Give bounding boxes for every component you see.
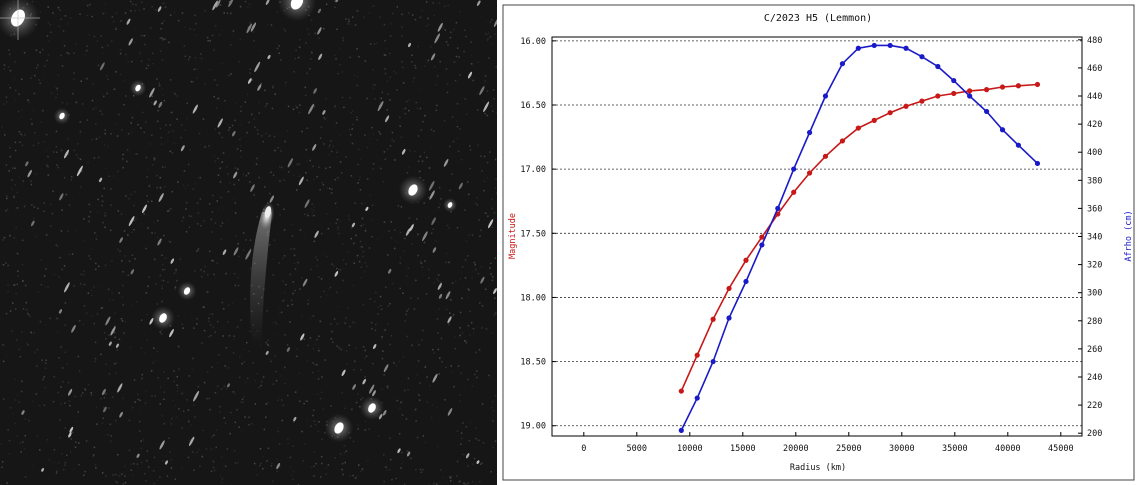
afrho-point xyxy=(967,93,973,99)
magnitude-point xyxy=(919,98,925,104)
afrho-point xyxy=(984,108,990,115)
y-right-tick-label: 220 xyxy=(1087,401,1102,411)
afrho-point xyxy=(822,93,829,99)
magnitude-point xyxy=(822,153,829,159)
y-left-tick-label: 16.00 xyxy=(520,37,546,47)
afrho-point xyxy=(1015,142,1022,148)
plot-area: 16.00 16.50 17.00 17.50 18.00 18.50 19.00 200 22… xyxy=(520,36,1102,454)
comet xyxy=(250,202,275,345)
magnitude-point xyxy=(743,257,749,263)
magnitude-point xyxy=(984,87,990,93)
y-right-tick-label: 440 xyxy=(1087,92,1102,102)
magnitude-point xyxy=(903,103,909,109)
y-right-tick-label: 420 xyxy=(1087,120,1102,130)
y-left-tick-label: 19.00 xyxy=(520,422,546,432)
y-right-axis-label: Afrho (cm) xyxy=(1124,210,1134,261)
y-right-tick-label: 320 xyxy=(1087,261,1102,271)
magnitude-point xyxy=(791,189,797,195)
x-tick-label: 45000 xyxy=(1048,444,1074,454)
sky-background xyxy=(0,0,497,485)
y-left-tick-label: 17.50 xyxy=(520,229,546,239)
y-left-tick-label: 17.00 xyxy=(520,165,546,175)
afrho-point xyxy=(855,45,861,51)
magnitude-point xyxy=(726,285,732,292)
y-right-tick-label: 380 xyxy=(1087,176,1102,186)
x-tick-label: 40000 xyxy=(995,444,1021,454)
x-tick-label: 10000 xyxy=(677,444,703,454)
comet-photo xyxy=(0,0,497,485)
afrho-point xyxy=(903,45,909,51)
afrho-point xyxy=(678,427,684,433)
y-left-axis-label: Magnitude xyxy=(508,213,518,259)
comet-tail xyxy=(250,212,272,345)
y-right-tick-label: 460 xyxy=(1087,64,1102,74)
magnitude-point xyxy=(871,117,877,123)
y-right-tick-label: 480 xyxy=(1087,36,1102,46)
star-field-image xyxy=(0,0,497,485)
magnitude-point xyxy=(694,352,700,358)
afrho-point xyxy=(871,42,877,49)
y-right-tick-label: 340 xyxy=(1087,233,1102,243)
x-tick-label: 0 xyxy=(581,444,586,454)
magnitude-point xyxy=(1034,81,1041,88)
y-right-tick-label: 280 xyxy=(1087,317,1102,327)
afrho-point xyxy=(806,129,813,136)
afrho-point xyxy=(743,278,749,285)
y-left-tick-label: 18.00 xyxy=(520,293,546,303)
magnitude-point xyxy=(759,234,765,240)
x-tick-label: 5000 xyxy=(627,444,647,454)
magnitude-point xyxy=(855,125,861,131)
magnitude-point xyxy=(678,388,684,394)
afrho-point xyxy=(759,242,765,248)
afrho-point xyxy=(694,395,700,401)
magnitude-point xyxy=(935,93,941,99)
magnitude-point xyxy=(839,138,846,144)
y-right-tick-label: 400 xyxy=(1087,148,1102,158)
afrho-point xyxy=(726,315,732,321)
y-left-tick-label: 16.50 xyxy=(520,101,546,111)
magnitude-point xyxy=(806,170,813,176)
chart-title: C/2023 H5 (Lemmon) xyxy=(764,13,872,24)
y-right-tick-label: 300 xyxy=(1087,289,1102,299)
y-right-tick-label: 360 xyxy=(1087,204,1102,214)
x-tick-label: 20000 xyxy=(783,444,809,454)
magnitude-point xyxy=(887,110,893,116)
afrho-point xyxy=(951,77,957,84)
y-left-tick-label: 18.50 xyxy=(520,358,546,368)
x-tick-label: 35000 xyxy=(942,444,968,454)
magnitude-point xyxy=(967,88,973,94)
magnitude-point xyxy=(951,90,957,97)
chart-border xyxy=(502,4,1135,481)
afrho-point xyxy=(710,358,716,365)
star-trails xyxy=(21,0,497,472)
afrho-point xyxy=(919,54,925,60)
magnitude-point xyxy=(710,316,716,322)
afrho-point xyxy=(887,42,893,49)
y-right-tick-label: 240 xyxy=(1087,373,1102,383)
afrho-point xyxy=(839,61,846,67)
x-tick-label: 15000 xyxy=(730,444,756,454)
bright-stars xyxy=(0,0,458,443)
afrho-point xyxy=(999,127,1006,133)
x-axis-label: Radius (km) xyxy=(790,463,846,473)
magnitude-afrho-chart: C/2023 H5 (Lemmon) Radius (km) Magnitude… xyxy=(497,0,1139,485)
x-tick-label: 25000 xyxy=(836,444,862,454)
comet-nucleus xyxy=(264,206,272,218)
afrho-point xyxy=(935,63,941,70)
y-right-tick-label: 260 xyxy=(1087,345,1102,355)
afrho-point xyxy=(1034,160,1041,167)
chart-canvas: C/2023 H5 (Lemmon) Radius (km) Magnitude… xyxy=(502,4,1135,481)
magnitude-point xyxy=(999,84,1006,90)
plot-frame xyxy=(551,36,1083,437)
afrho-point xyxy=(775,205,781,212)
y-right-tick-label: 200 xyxy=(1087,429,1102,439)
afrho-point xyxy=(791,166,797,172)
x-tick-label: 30000 xyxy=(889,444,915,454)
magnitude-point xyxy=(1015,83,1022,89)
